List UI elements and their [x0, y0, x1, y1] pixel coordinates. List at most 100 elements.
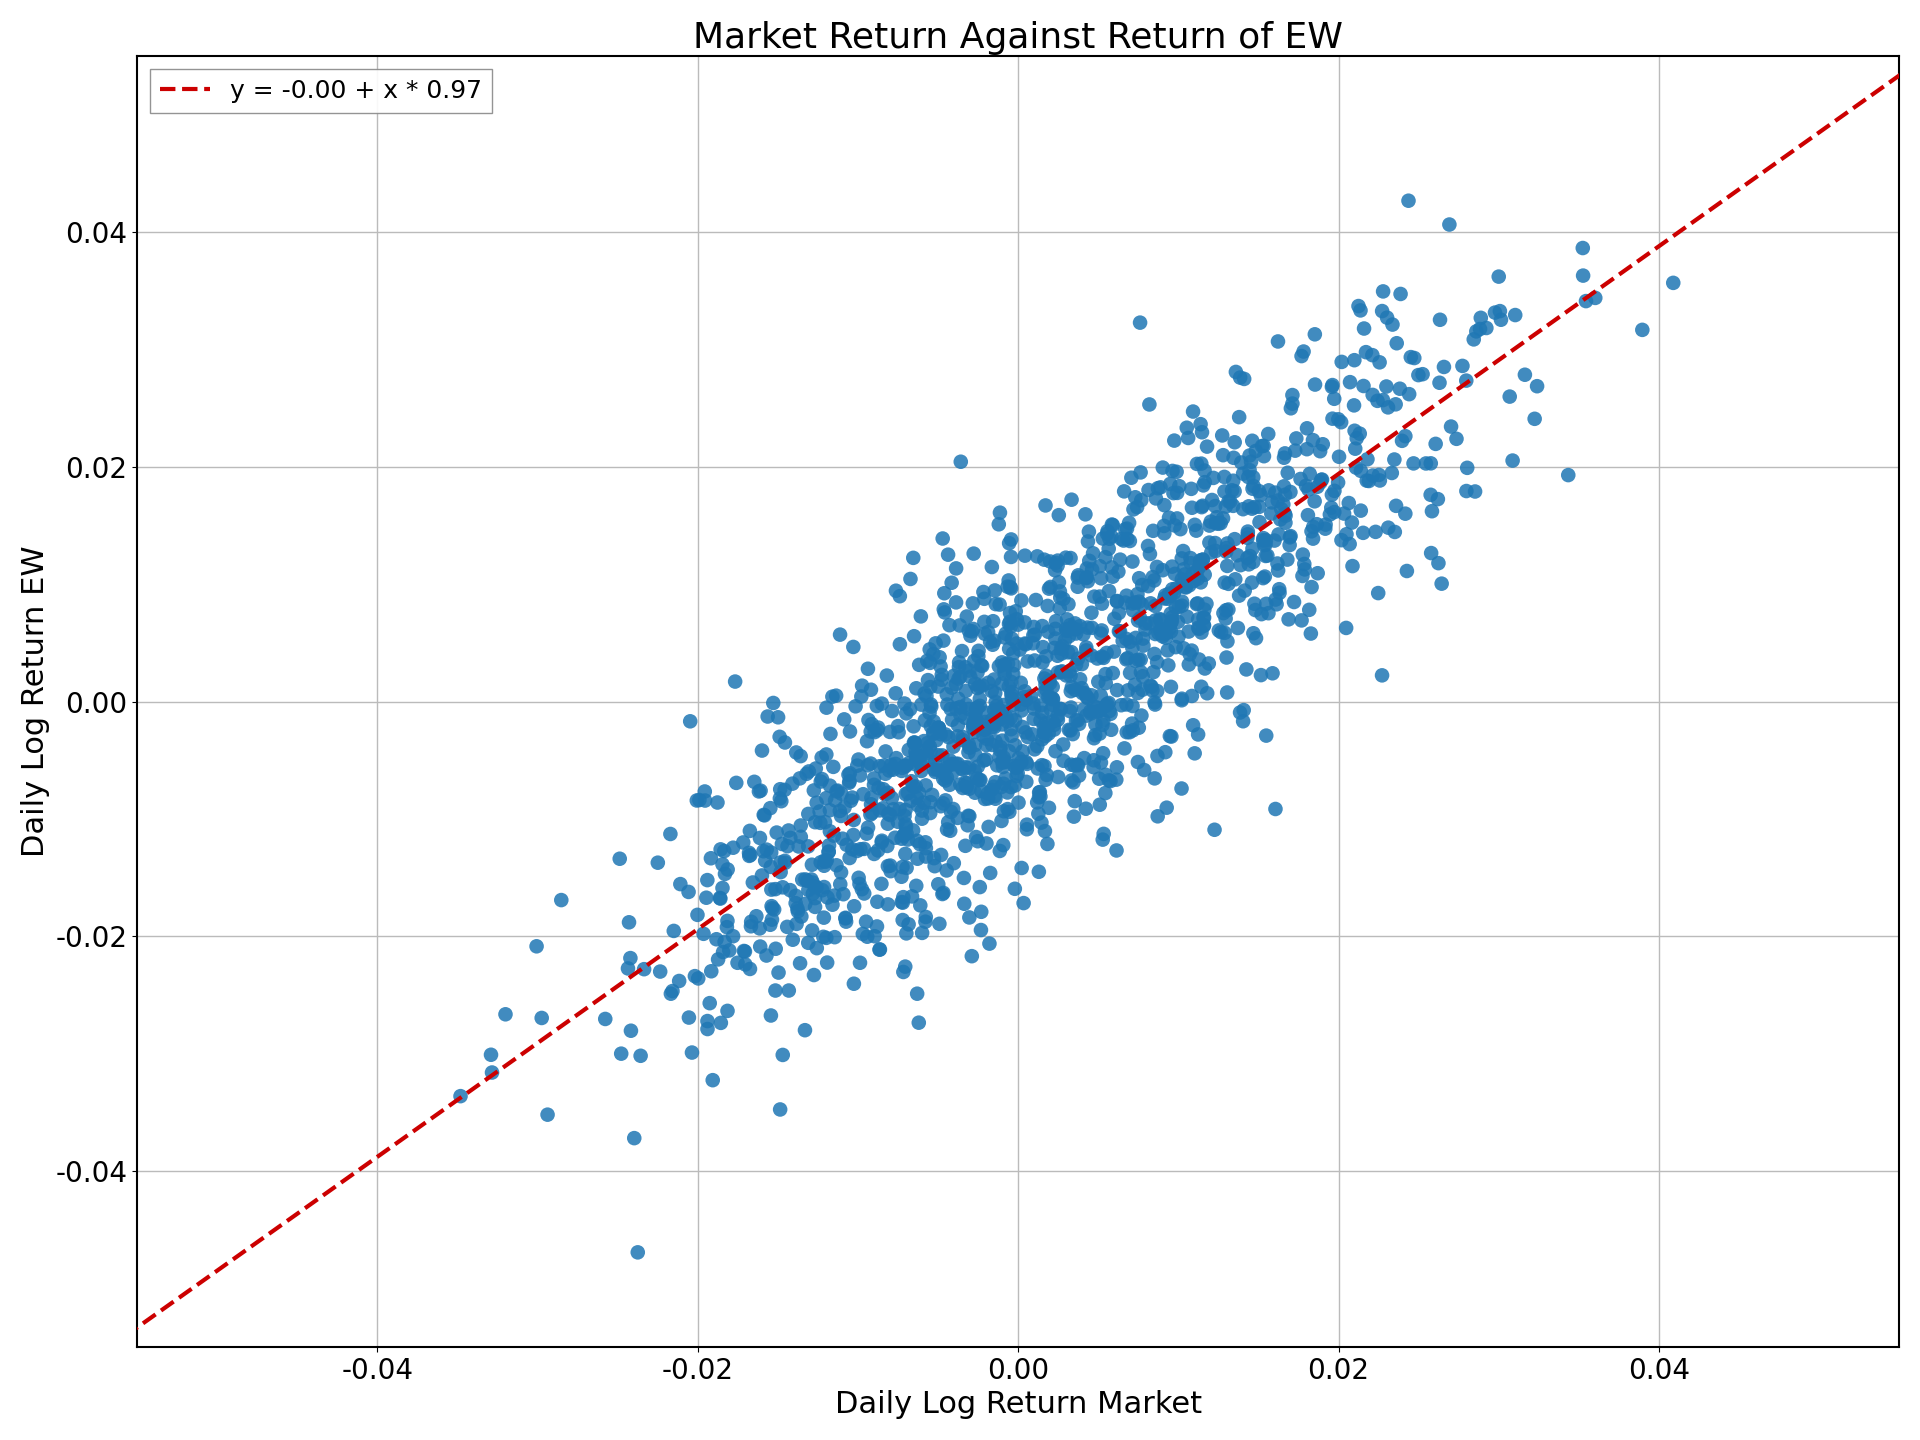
Point [762, 821, 793, 844]
Point [1037, 710, 1068, 733]
Point [835, 789, 866, 812]
Point [1300, 490, 1331, 513]
Point [914, 734, 945, 757]
Point [1125, 488, 1156, 511]
Point [1181, 559, 1212, 582]
Point [1075, 644, 1106, 667]
Point [1060, 755, 1091, 778]
Point [887, 855, 918, 878]
Point [914, 638, 945, 661]
Point [718, 924, 749, 948]
Point [1206, 621, 1236, 644]
Point [918, 723, 948, 746]
Point [927, 744, 958, 768]
Point [1079, 749, 1110, 772]
Point [1256, 491, 1286, 514]
Point [1340, 456, 1371, 480]
Point [910, 708, 941, 732]
Point [933, 811, 964, 834]
Point [996, 724, 1027, 747]
Point [1154, 582, 1185, 605]
Point [973, 782, 1004, 805]
Point [1110, 518, 1140, 541]
Point [1217, 494, 1248, 517]
Point [804, 811, 835, 834]
Point [1181, 520, 1212, 543]
Point [1150, 583, 1181, 606]
Point [960, 708, 991, 732]
Point [935, 749, 966, 772]
Point [1104, 549, 1135, 572]
Point [993, 780, 1023, 804]
Point [628, 958, 659, 981]
Point [1020, 624, 1050, 647]
Point [983, 698, 1014, 721]
Point [1139, 569, 1169, 592]
Point [908, 791, 939, 814]
Point [618, 1126, 649, 1149]
Point [854, 752, 885, 775]
Point [695, 992, 726, 1015]
Point [605, 847, 636, 870]
Point [1056, 641, 1087, 664]
Point [1033, 796, 1064, 819]
Point [854, 804, 885, 827]
Point [1050, 546, 1081, 569]
Point [1323, 471, 1354, 494]
Point [1263, 577, 1294, 600]
Point [1029, 716, 1060, 739]
Point [739, 770, 770, 793]
Point [1139, 661, 1169, 684]
Point [1657, 271, 1688, 294]
Point [749, 804, 780, 827]
Point [756, 878, 787, 901]
Point [1079, 756, 1110, 779]
Point [1244, 480, 1275, 503]
Point [1219, 480, 1250, 503]
Point [718, 837, 749, 860]
Point [1050, 664, 1081, 687]
Point [1021, 544, 1052, 567]
Point [1183, 608, 1213, 631]
Point [1357, 344, 1388, 367]
Point [1056, 664, 1087, 687]
Point [831, 910, 862, 933]
Point [1052, 641, 1083, 664]
Point [1079, 585, 1110, 608]
Point [1302, 513, 1332, 536]
Point [751, 838, 781, 861]
Point [929, 600, 960, 624]
Point [972, 727, 1002, 750]
Point [1094, 769, 1125, 792]
Point [1137, 675, 1167, 698]
Point [1317, 484, 1348, 507]
Point [1271, 511, 1302, 534]
Point [993, 652, 1023, 675]
Point [912, 742, 943, 765]
Point [962, 829, 993, 852]
Point [881, 746, 912, 769]
Point [822, 780, 852, 804]
Point [1041, 559, 1071, 582]
Point [1296, 622, 1327, 645]
Point [996, 546, 1027, 569]
Point [1225, 553, 1256, 576]
Point [900, 677, 931, 700]
Point [962, 677, 993, 700]
Point [1208, 423, 1238, 446]
Point [756, 841, 787, 864]
Point [891, 755, 922, 778]
Point [950, 834, 981, 857]
Point [979, 711, 1010, 734]
Point [1073, 570, 1104, 593]
Point [1233, 527, 1263, 550]
Point [1056, 753, 1087, 776]
Point [1265, 508, 1296, 531]
Point [1029, 720, 1060, 743]
Point [1167, 540, 1198, 563]
Point [1164, 625, 1194, 648]
Point [964, 645, 995, 668]
Point [927, 768, 958, 791]
Point [943, 714, 973, 737]
Point [766, 789, 797, 812]
